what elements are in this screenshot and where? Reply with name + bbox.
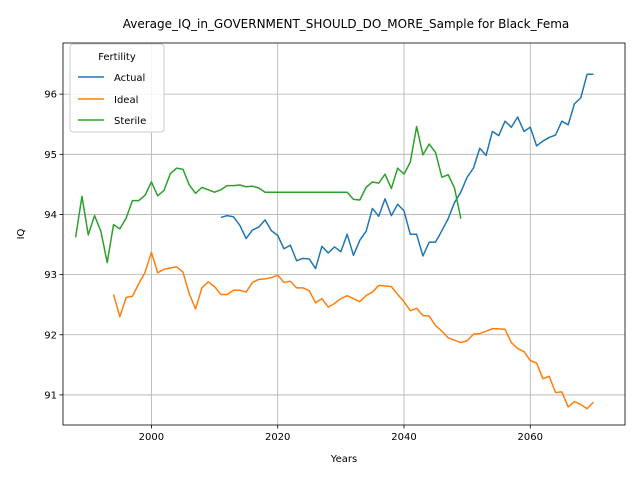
- x-tick-label: 2040: [391, 432, 416, 443]
- legend: Fertility Actual Ideal Sterile: [69, 43, 165, 133]
- grid-lines: [63, 43, 625, 425]
- y-tick-label: 94: [44, 210, 57, 221]
- y-tick-label: 91: [44, 390, 57, 401]
- series-line-sterile: [74, 125, 462, 264]
- legend-label-actual: Actual: [114, 73, 145, 84]
- y-tick-label: 93: [44, 270, 57, 281]
- series-line-ideal: [112, 251, 594, 410]
- x-tick-label: 2060: [518, 432, 543, 443]
- plot-frame: [62, 42, 626, 426]
- legend-box: [69, 43, 165, 133]
- y-tick-label: 95: [44, 150, 57, 161]
- legend-label-ideal: Ideal: [114, 95, 138, 106]
- chart-title: Average_IQ_in_GOVERNMENT_SHOULD_DO_MORE_…: [123, 17, 570, 31]
- y-tick-label: 96: [44, 90, 57, 101]
- series-lines: [74, 73, 594, 410]
- axis-ticks: 2000 2020 2040 2060 91 92 93 94 95 96: [44, 90, 543, 443]
- y-axis-label: IQ: [16, 228, 27, 239]
- legend-label-sterile: Sterile: [114, 116, 146, 127]
- x-tick-label: 2020: [265, 432, 290, 443]
- legend-title: Fertility: [98, 52, 136, 63]
- series-line-actual: [220, 73, 594, 270]
- x-tick-label: 2000: [139, 432, 164, 443]
- y-tick-label: 92: [44, 330, 57, 341]
- x-axis-label: Years: [330, 454, 357, 465]
